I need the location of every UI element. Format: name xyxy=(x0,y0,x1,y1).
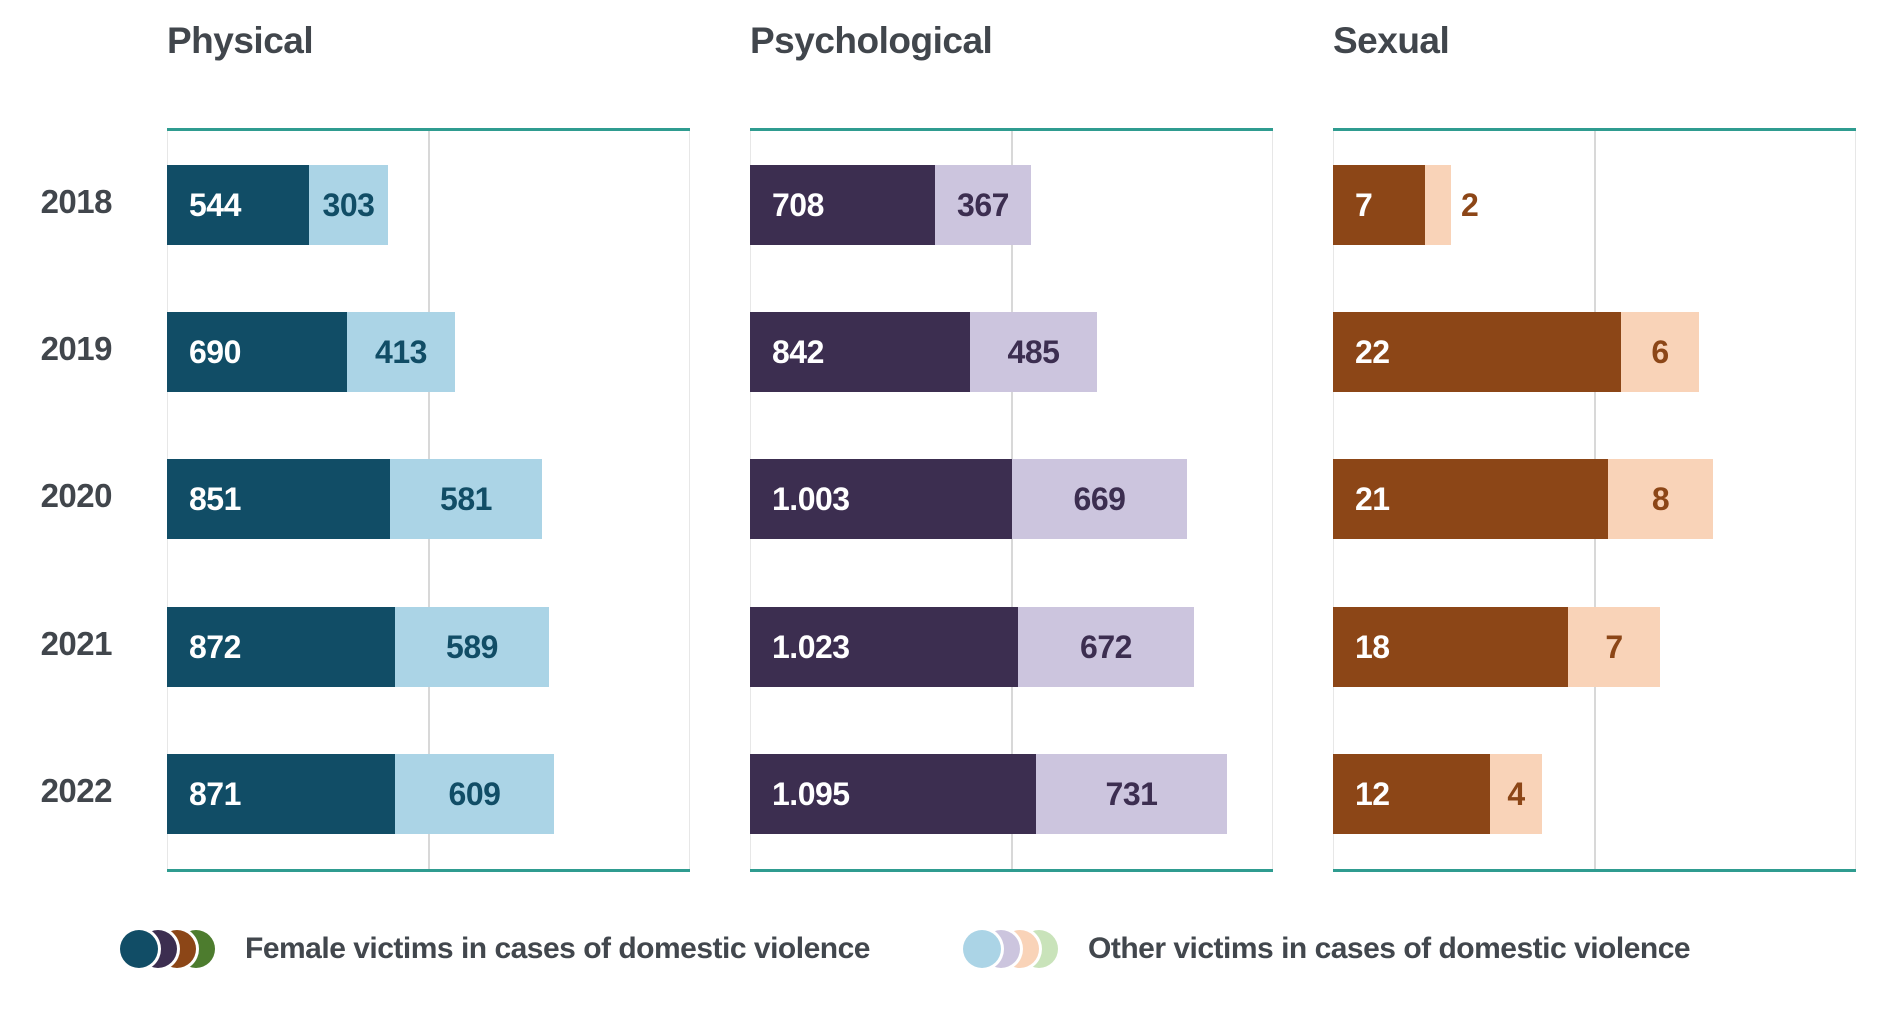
value-label-female: 7 xyxy=(1355,186,1373,223)
bar-row-psychological-2021: 1.023 672 xyxy=(750,607,1194,687)
bar-row-sexual-2021: 18 7 xyxy=(1333,607,1660,687)
panel-psychological: 708 367 842 485 1.003 669 1.023 672 1.095 731 xyxy=(750,128,1273,872)
legend-item-female: Female victims in cases of domestic viol… xyxy=(120,929,870,969)
year-label-2021: 2021 xyxy=(40,625,113,662)
bar-segment-female: 708 xyxy=(750,165,935,245)
value-label-female: 851 xyxy=(189,480,241,517)
plot-edge-line xyxy=(1855,131,1856,869)
bar-segment-other: 672 xyxy=(1018,607,1194,687)
value-label-other: 6 xyxy=(1651,333,1669,370)
bar-segment-female: 872 xyxy=(167,607,395,687)
bar-segment-other: 581 xyxy=(390,459,542,539)
value-label-other: 672 xyxy=(1080,628,1132,665)
value-label-female: 1.095 xyxy=(772,775,850,812)
plot-edge-line xyxy=(689,131,690,869)
bar-row-physical-2022: 871 609 xyxy=(167,754,554,834)
legend-female-dots xyxy=(120,929,215,969)
bar-segment-other: 303 xyxy=(309,165,388,245)
bar-row-physical-2018: 544 303 xyxy=(167,165,388,245)
value-label-female: 708 xyxy=(772,186,824,223)
bar-segment-other: 413 xyxy=(347,312,455,392)
value-label-female: 690 xyxy=(189,333,241,370)
value-label-female: 842 xyxy=(772,333,824,370)
bar-segment-other: 4 xyxy=(1490,754,1542,834)
panel-physical: 544 303 690 413 851 581 872 589 871 609 xyxy=(167,128,690,872)
legend-dot-female-0 xyxy=(120,930,158,968)
bar-row-physical-2021: 872 589 xyxy=(167,607,549,687)
bar-segment-female: 18 xyxy=(1333,607,1568,687)
value-label-other: 367 xyxy=(957,186,1009,223)
bar-row-sexual-2022: 12 4 xyxy=(1333,754,1542,834)
value-label-other: 8 xyxy=(1651,480,1670,517)
bar-segment-other: 6 xyxy=(1621,312,1699,392)
value-label-female: 1.003 xyxy=(772,480,850,517)
value-label-other: 4 xyxy=(1507,775,1525,812)
bar-segment-other: 731 xyxy=(1036,754,1227,834)
bar-segment-female: 544 xyxy=(167,165,309,245)
bar-segment-other xyxy=(1425,165,1451,245)
year-label-2018: 2018 xyxy=(40,183,113,220)
value-label-female: 12 xyxy=(1355,775,1390,812)
bar-segment-other: 367 xyxy=(935,165,1031,245)
bar-row-psychological-2018: 708 367 xyxy=(750,165,1031,245)
value-label-female: 871 xyxy=(189,775,241,812)
year-label-2020: 2020 xyxy=(40,477,113,514)
legend-dot-other-0 xyxy=(963,930,1001,968)
bar-segment-female: 1.003 xyxy=(750,459,1012,539)
bar-segment-female: 690 xyxy=(167,312,347,392)
bar-segment-female: 1.095 xyxy=(750,754,1036,834)
bar-segment-other: 485 xyxy=(970,312,1097,392)
panel-title-psychological: Psychological xyxy=(750,20,993,61)
year-label-2019: 2019 xyxy=(40,330,113,367)
bar-row-sexual-2019: 22 6 xyxy=(1333,312,1699,392)
legend-other-dots xyxy=(963,929,1058,969)
legend: Female victims in cases of domestic viol… xyxy=(0,929,1888,969)
value-label-other: 413 xyxy=(375,333,427,370)
bar-segment-female: 1.023 xyxy=(750,607,1018,687)
bar-row-physical-2019: 690 413 xyxy=(167,312,455,392)
panel-title-sexual: Sexual xyxy=(1333,20,1450,61)
value-label-female: 1.023 xyxy=(772,628,850,665)
bar-segment-female: 21 xyxy=(1333,459,1608,539)
value-label-other: 731 xyxy=(1105,775,1158,812)
bar-segment-other: 8 xyxy=(1608,459,1713,539)
bar-segment-female: 842 xyxy=(750,312,970,392)
panel-title-physical: Physical xyxy=(167,20,314,61)
bar-row-physical-2020: 851 581 xyxy=(167,459,542,539)
plot-edge-line xyxy=(1272,131,1273,869)
legend-other-label: Other victims in cases of domestic viole… xyxy=(1088,932,1691,965)
value-label-female: 22 xyxy=(1355,333,1390,370)
bar-row-psychological-2022: 1.095 731 xyxy=(750,754,1227,834)
bar-segment-female: 12 xyxy=(1333,754,1490,834)
value-label-other: 7 xyxy=(1605,628,1623,665)
bar-segment-other: 7 xyxy=(1568,607,1660,687)
value-label-other: 669 xyxy=(1073,480,1126,517)
value-label-other: 485 xyxy=(1007,333,1060,370)
value-label-other: 609 xyxy=(448,775,501,812)
value-label-other: 2 xyxy=(1461,186,1479,223)
legend-item-other: Other victims in cases of domestic viole… xyxy=(963,929,1691,969)
year-label-2022: 2022 xyxy=(40,772,113,809)
value-label-female: 21 xyxy=(1355,480,1390,517)
value-label-female: 18 xyxy=(1355,628,1390,665)
bar-row-psychological-2019: 842 485 xyxy=(750,312,1097,392)
bar-row-sexual-2020: 21 8 xyxy=(1333,459,1713,539)
bar-segment-female: 851 xyxy=(167,459,390,539)
value-label-other: 581 xyxy=(440,480,492,517)
bar-segment-other: 609 xyxy=(395,754,554,834)
value-label-female: 872 xyxy=(189,628,241,665)
bar-segment-female: 7 xyxy=(1333,165,1425,245)
value-label-other: 303 xyxy=(322,186,375,223)
legend-female-label: Female victims in cases of domestic viol… xyxy=(245,932,870,965)
value-label-female: 544 xyxy=(189,186,241,223)
value-label-other: 589 xyxy=(446,628,498,665)
bar-row-psychological-2020: 1.003 669 xyxy=(750,459,1187,539)
bar-segment-female: 22 xyxy=(1333,312,1621,392)
panel-sexual: 7 2 22 6 21 8 18 7 12 4 xyxy=(1333,128,1856,872)
bar-segment-other: 669 xyxy=(1012,459,1187,539)
bar-segment-female: 871 xyxy=(167,754,395,834)
bar-segment-other: 589 xyxy=(395,607,549,687)
